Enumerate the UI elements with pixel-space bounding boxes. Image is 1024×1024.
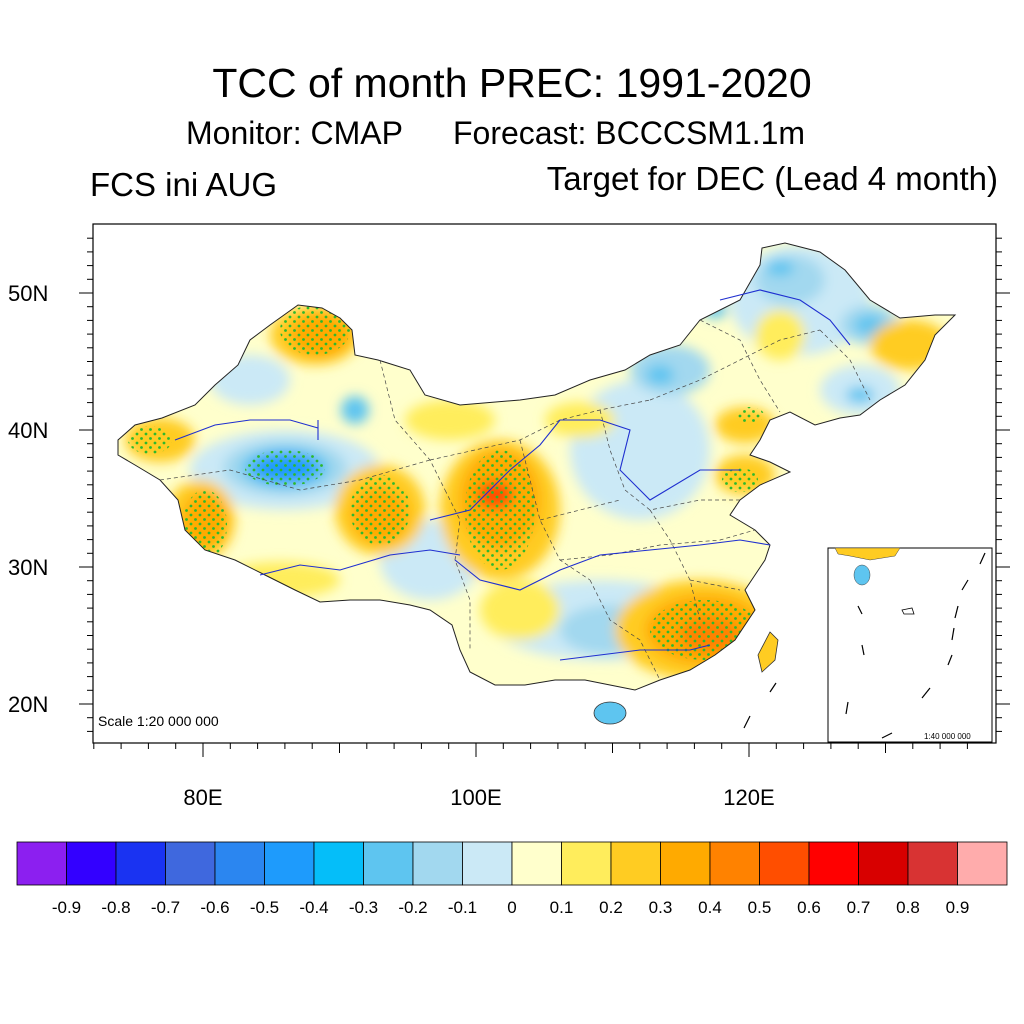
- chart-title: TCC of month PREC: 1991-2020: [212, 60, 812, 106]
- inset-scale-text: 1:40 000 000: [924, 732, 971, 741]
- colorbar-label: 0.1: [550, 898, 574, 917]
- colorbar-swatch: [610, 841, 661, 886]
- colorbar-label: 0.7: [847, 898, 871, 917]
- lat-tick-label: 50N: [8, 281, 48, 306]
- colorbar-swatch: [115, 841, 166, 886]
- colorbar-label: 0.8: [896, 898, 920, 917]
- colorbar-label: 0.9: [946, 898, 970, 917]
- colorbar-label: -0.1: [448, 898, 477, 917]
- hainan-island: [593, 701, 627, 725]
- colorbar-label: 0: [507, 898, 516, 917]
- lat-tick-label: 20N: [8, 692, 48, 717]
- colorbar-label: -0.3: [349, 898, 378, 917]
- map-axes: 20N 30N 40N 50N 80E 100E 120E: [8, 237, 1010, 810]
- country-outline: [117, 242, 957, 691]
- colorbar-swatch: [957, 841, 1008, 886]
- colorbar-swatch: [363, 841, 414, 886]
- colorbar-label: 0.6: [797, 898, 821, 917]
- colorbar-label: -0.5: [250, 898, 279, 917]
- colorbar-swatch: [16, 841, 67, 886]
- colorbar-label: -0.6: [200, 898, 229, 917]
- colorbar-label: -0.9: [52, 898, 81, 917]
- colorbar-label: -0.4: [299, 898, 328, 917]
- colorbar-swatch: [511, 841, 562, 886]
- inset-map: 1:40 000 000: [827, 547, 993, 743]
- forecast-subtitle: Forecast: BCCCSM1.1m: [453, 115, 806, 151]
- lon-tick-label: 120E: [723, 785, 774, 810]
- colorbar-label: 0.2: [599, 898, 623, 917]
- province-boundaries: [159, 319, 871, 681]
- colorbar-swatch: [660, 841, 711, 886]
- colorbar-swatch: [759, 841, 810, 886]
- initialization-label: FCS ini AUG: [90, 166, 278, 203]
- colorbar-swatch: [214, 841, 265, 886]
- plot-frame: [92, 223, 997, 744]
- colorbar-swatch: [561, 841, 612, 886]
- colorbar-swatch: [907, 841, 958, 886]
- lat-tick-label: 30N: [8, 555, 48, 580]
- colorbar: -0.9 -0.8 -0.7 -0.6 -0.5 -0.4 -0.3 -0.2 -0.1 0 0.1…: [16, 841, 1008, 917]
- colorbar-swatch: [412, 841, 463, 886]
- colorbar-swatch: [313, 841, 364, 886]
- colorbar-swatch: [709, 841, 760, 886]
- colorbar-swatch: [264, 841, 315, 886]
- colorbar-label: -0.7: [151, 898, 180, 917]
- target-label: Target for DEC (Lead 4 month): [546, 160, 998, 197]
- lon-tick-label: 100E: [450, 785, 501, 810]
- lon-tick-label: 80E: [183, 785, 222, 810]
- colorbar-swatch: [66, 841, 117, 886]
- colorbar-swatch: [165, 841, 216, 886]
- colorbar-label: 0.3: [649, 898, 673, 917]
- colorbar-label: -0.2: [398, 898, 427, 917]
- lat-tick-label: 40N: [8, 418, 48, 443]
- colorbar-label: 0.4: [698, 898, 722, 917]
- colorbar-swatch: [462, 841, 513, 886]
- colorbar-label: 0.5: [748, 898, 772, 917]
- colorbar-swatch: [808, 841, 859, 886]
- monitor-subtitle: Monitor: CMAP: [186, 115, 403, 151]
- east-sea-islands: [743, 682, 777, 729]
- rivers: [174, 289, 851, 661]
- colorbar-swatch: [858, 841, 909, 886]
- colorbar-label: -0.8: [101, 898, 130, 917]
- map-scale-text: Scale 1:20 000 000: [98, 713, 219, 729]
- taiwan-island: [757, 631, 779, 673]
